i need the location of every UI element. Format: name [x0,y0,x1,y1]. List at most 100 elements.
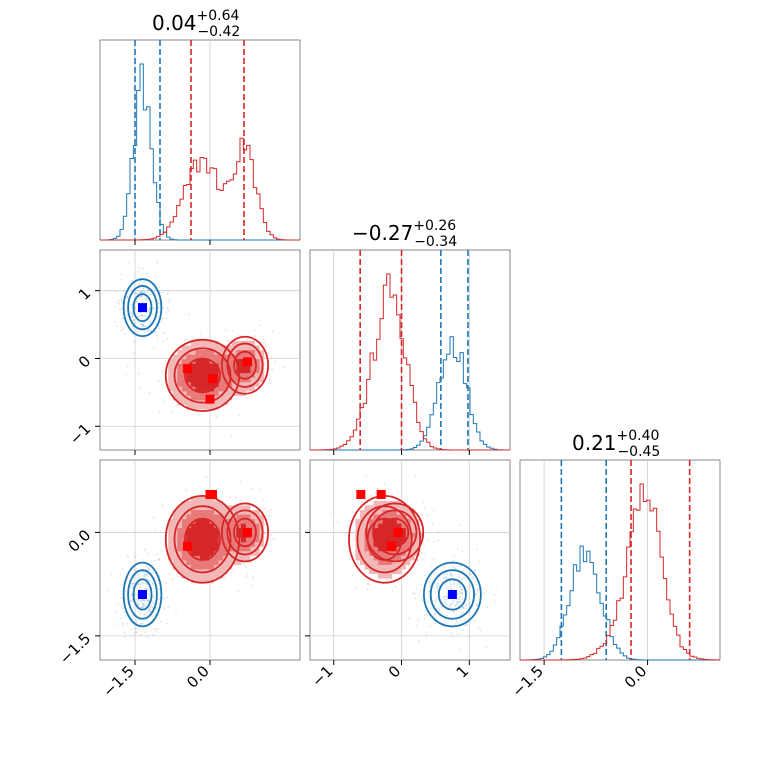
sample-point [136,599,139,602]
density-cell [209,510,215,515]
sample-point [154,276,157,279]
density-cell [190,564,196,570]
sample-point [147,310,150,313]
sample-point [150,606,153,609]
density-cell [387,555,393,561]
x-tick-label-param0-0: −1.5 [99,662,137,700]
sample-point [420,551,423,554]
density-cell [382,564,388,570]
sample-point [237,414,240,416]
density-cell [177,363,183,369]
density-cell [186,500,192,506]
density-cell [231,372,237,378]
sample-point [132,582,134,585]
sample-point [444,595,447,598]
sample-point [345,531,348,534]
sample-point [145,587,147,590]
sample-point [432,558,435,560]
sample-point [434,601,437,603]
sample-point [137,604,140,607]
density-cell [190,537,196,543]
sample-point [461,591,464,594]
density-cell [200,537,205,543]
density-cell [227,514,233,520]
density-cell [204,537,210,543]
density-cell [405,541,411,547]
sample-point [146,291,149,294]
sample-point [442,573,445,576]
sample-point [408,617,411,620]
density-cell [378,510,384,515]
density-cell [382,500,388,506]
density-cell [190,390,196,396]
sample-point [157,559,160,562]
sample-point [121,568,124,570]
density-cell [227,560,233,565]
sample-point [458,595,461,598]
sample-point [146,636,149,639]
sample-point [141,324,144,326]
sample-point [422,501,425,504]
sample-point [119,308,122,311]
sample-point [139,314,142,317]
density-cell [195,564,201,570]
sample-point [455,601,458,604]
sample-point [264,507,266,510]
density-cell [172,560,178,565]
sample-point [146,272,148,275]
density-cell [218,350,224,355]
density-cell [213,400,219,405]
sample-point [245,575,247,578]
density-cell [218,368,224,374]
density-cell [213,500,219,506]
density-cell [213,573,219,579]
density-cell [259,350,265,355]
density-cell [405,560,411,565]
sample-point [227,441,229,443]
panel-inner [100,250,300,450]
sample-point [261,338,264,341]
density-cell [204,523,210,529]
density-cell [204,368,210,374]
sample-point [146,588,149,591]
density-cell [400,564,406,570]
sample-point [445,584,448,587]
sample-point [465,604,468,606]
density-cell [405,510,411,515]
density-cell [195,510,201,515]
density-cell [382,555,388,561]
sample-point [148,580,150,582]
density-cell [209,546,215,552]
density-cell [245,381,251,387]
sample-point [161,317,164,320]
sample-point [414,592,417,595]
density-cell [186,359,192,365]
density-cell [254,528,260,534]
sample-point [237,397,240,400]
sample-point [443,595,446,598]
density-cell [204,560,210,565]
sample-point [157,325,160,328]
density-cell [209,354,215,360]
density-cell [236,386,242,392]
sample-point [130,628,133,631]
sample-point [478,560,481,563]
density-cell [177,381,183,387]
sample-point [147,599,149,602]
density-cell [222,381,228,387]
density-cell [387,510,393,515]
title-param1: −0.27+0.26 −0.34 [352,218,457,250]
sample-point [127,555,130,558]
sample-point [124,333,127,335]
density-cell [200,546,205,552]
sample-point [155,630,158,633]
sample-point [130,593,133,596]
sample-point [185,489,188,492]
density-cell [186,573,192,579]
density-cell [410,519,415,525]
density-cell [200,578,205,584]
density-cell [236,359,242,365]
density-cell [190,381,196,387]
density-cell [168,363,174,369]
sample-point [471,576,474,579]
